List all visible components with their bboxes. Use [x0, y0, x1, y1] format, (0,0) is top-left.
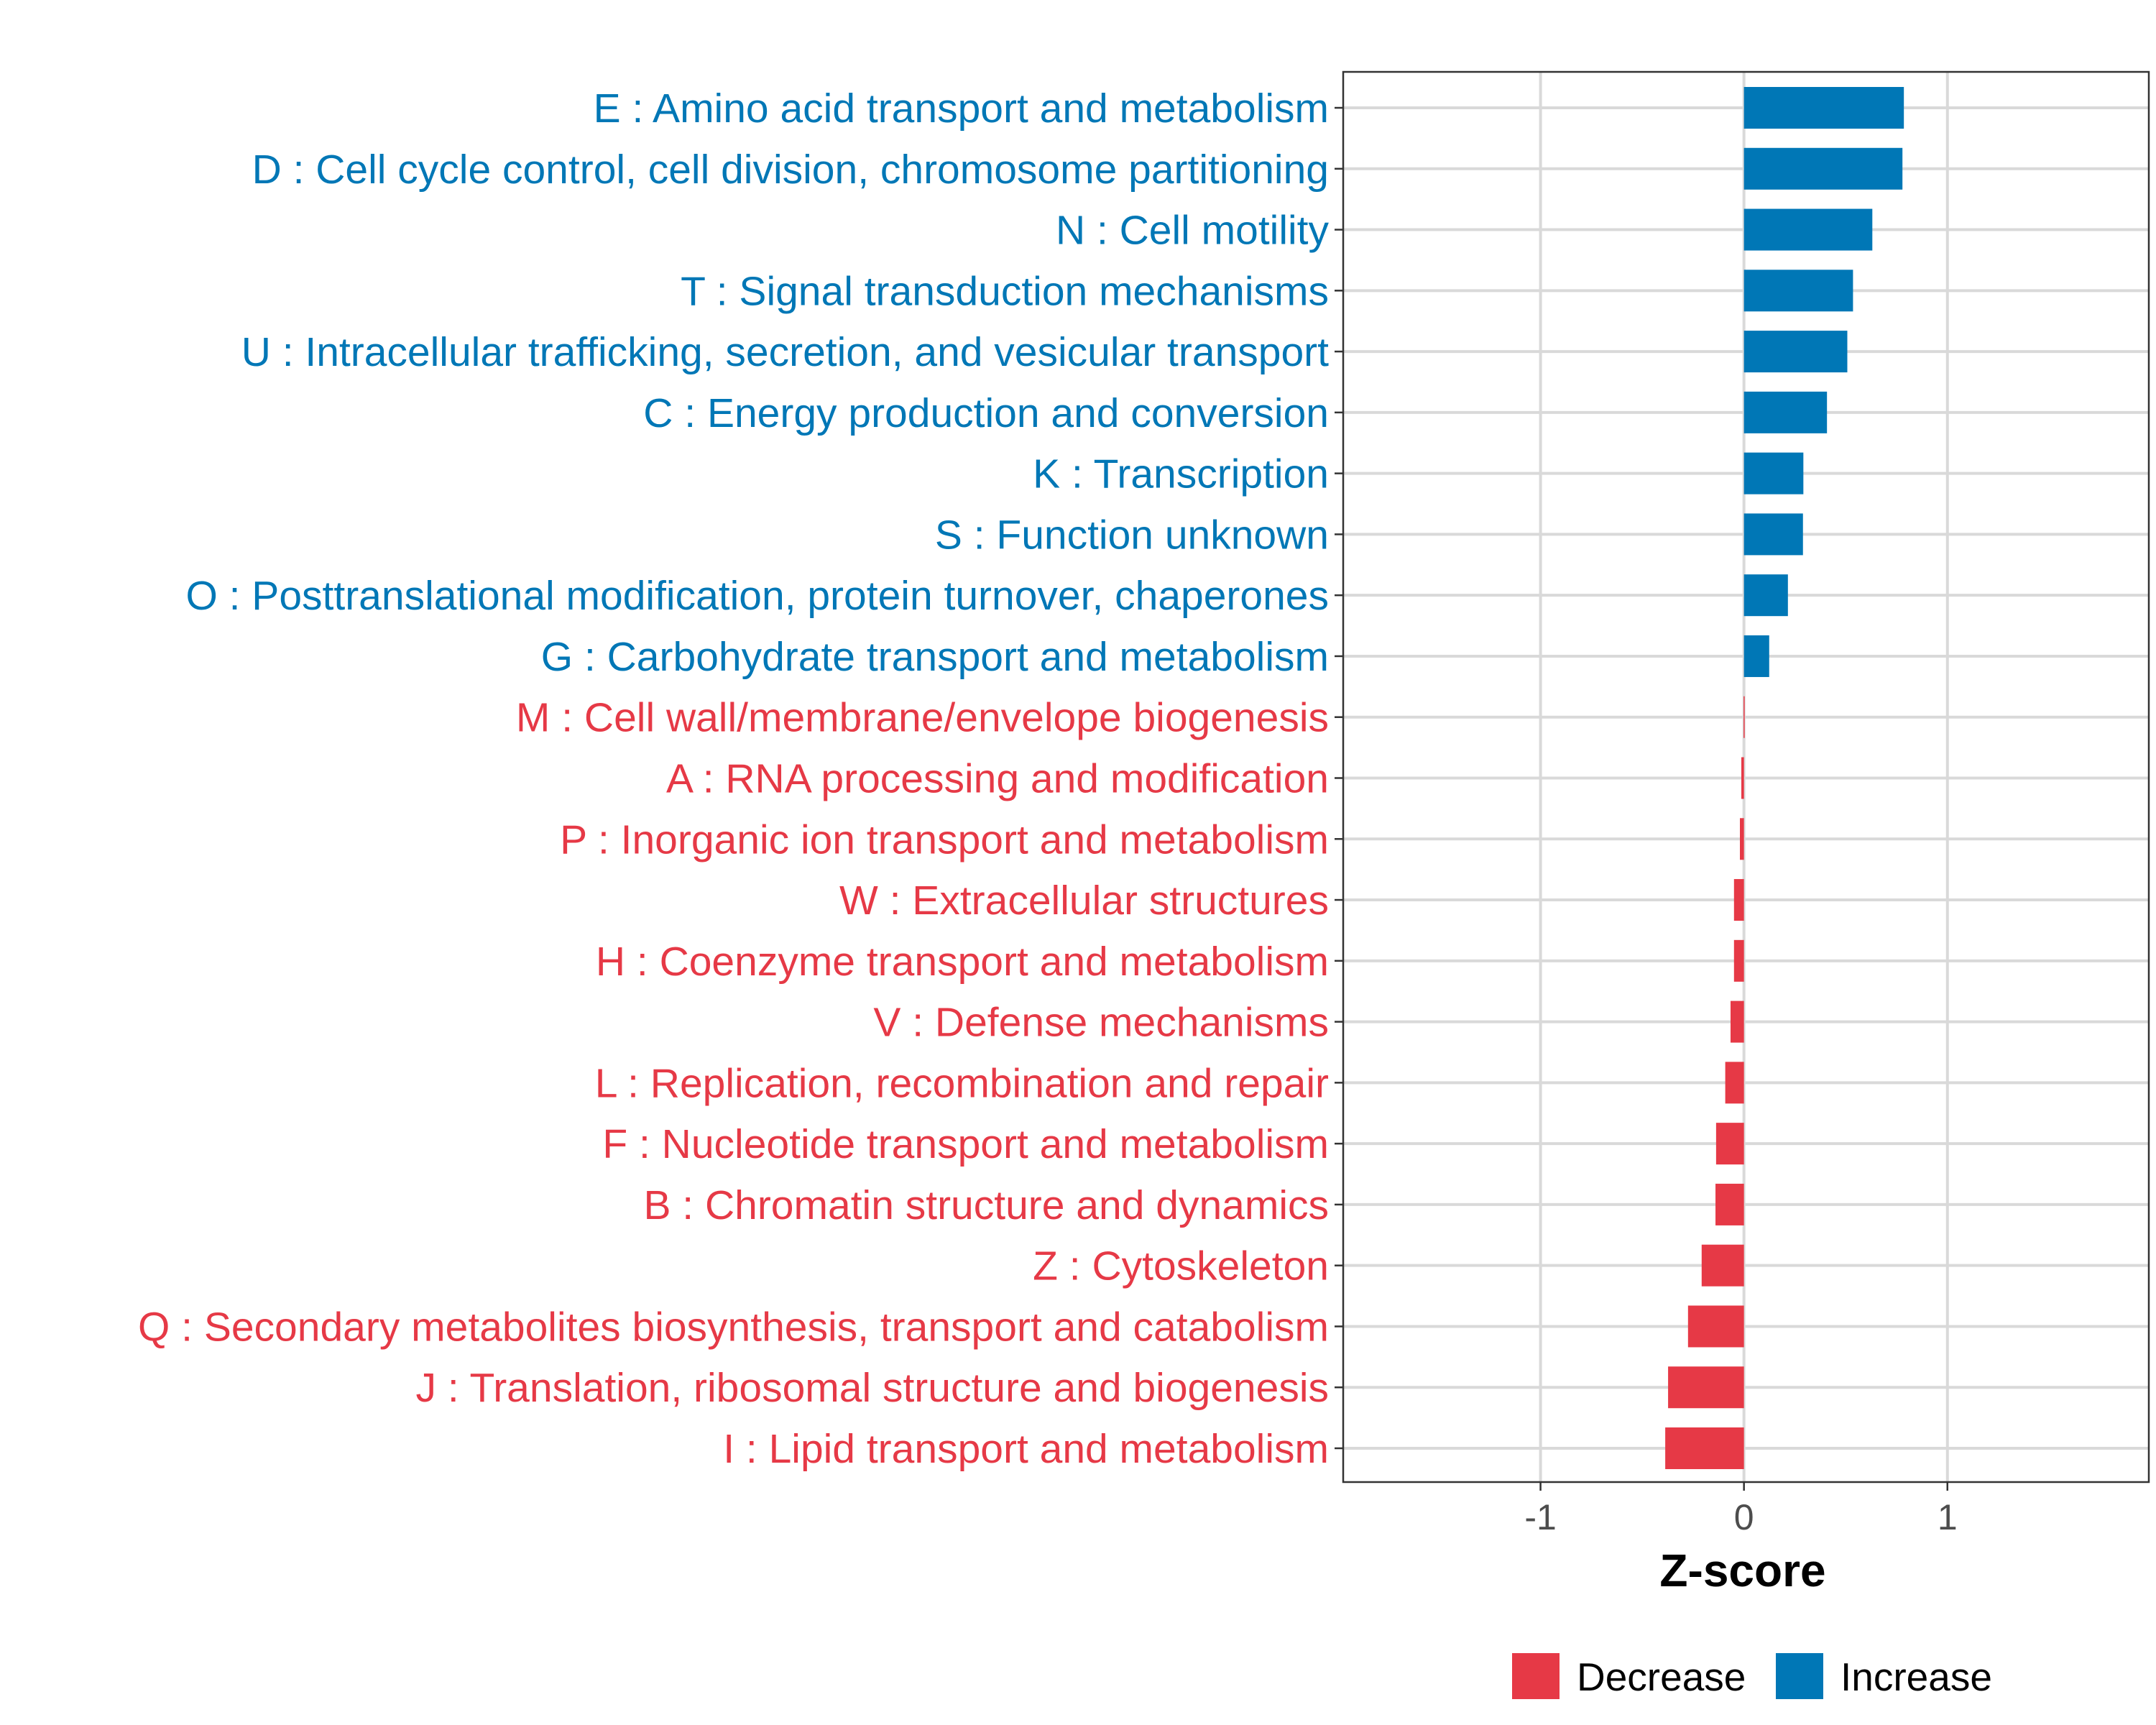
bar — [1743, 696, 1745, 738]
y-tick-label: G : Carbohydrate transport and metabolis… — [541, 634, 1329, 680]
y-tick-label: V : Defense mechanisms — [873, 1000, 1329, 1046]
bar — [1665, 1427, 1744, 1469]
y-tick-label: I : Lipid transport and metabolism — [723, 1426, 1329, 1472]
y-axis-labels: E : Amino acid transport and metabolism D… — [138, 86, 1343, 1472]
legend-key-decrease — [1512, 1653, 1560, 1699]
bar — [1715, 1183, 1744, 1225]
bar — [1743, 147, 1903, 190]
legend-key-increase — [1776, 1653, 1823, 1699]
y-tick-label: S : Function unknown — [935, 512, 1329, 558]
y-tick-label: U : Intracellular trafficking, secretion… — [241, 329, 1329, 375]
bar — [1743, 635, 1769, 677]
bar — [1725, 1062, 1744, 1104]
bar — [1743, 513, 1803, 556]
y-tick-label: E : Amino acid transport and metabolism — [594, 86, 1329, 132]
bar — [1743, 391, 1828, 433]
bar — [1687, 1305, 1744, 1348]
bar — [1740, 818, 1744, 860]
y-tick-label: Z : Cytoskeleton — [1033, 1243, 1329, 1289]
y-tick-label: M : Cell wall/membrane/envelope biogenes… — [516, 695, 1329, 741]
bar — [1743, 270, 1853, 312]
y-tick-label: P : Inorganic ion transport and metaboli… — [560, 816, 1329, 862]
y-tick-label: L : Replication, recombination and repai… — [595, 1060, 1329, 1106]
legend-label-decrease: Decrease — [1577, 1655, 1746, 1699]
y-tick-label: Q : Secondary metabolites biosynthesis, … — [138, 1304, 1329, 1350]
bar — [1743, 452, 1804, 494]
legend-label-increase: Increase — [1841, 1655, 1992, 1699]
y-tick-label: D : Cell cycle control, cell division, c… — [252, 147, 1329, 193]
x-tick-label: 1 — [1938, 1497, 1958, 1537]
y-tick-label: A : RNA processing and modification — [666, 756, 1329, 802]
bar — [1743, 87, 1904, 129]
bar — [1668, 1366, 1744, 1409]
y-tick-label: H : Coenzyme transport and metabolism — [596, 939, 1329, 985]
bar — [1733, 879, 1744, 921]
panel-border — [1342, 70, 2150, 1484]
y-tick-label: K : Transcription — [1033, 451, 1329, 497]
bar — [1743, 208, 1873, 251]
y-tick-label: T : Signal transduction mechanisms — [681, 268, 1329, 314]
x-tick-label: -1 — [1524, 1497, 1556, 1537]
y-tick-label: N : Cell motility — [1056, 208, 1330, 254]
bar — [1701, 1244, 1744, 1287]
legend: Decrease Increase — [1512, 1653, 1992, 1699]
y-tick-label: O : Posttranslational modification, prot… — [185, 573, 1329, 619]
bar — [1715, 1123, 1744, 1165]
bar — [1733, 939, 1744, 982]
y-tick-label: W : Extracellular structures — [839, 878, 1329, 924]
bars — [1665, 87, 1904, 1469]
y-tick-label: C : Energy production and conversion — [643, 390, 1329, 436]
bar — [1741, 757, 1744, 799]
x-tick-label: 0 — [1734, 1497, 1754, 1537]
bar — [1743, 574, 1788, 617]
x-axis-ticks: -1 0 1 — [1524, 1482, 1958, 1537]
x-axis-title: Z-score — [1659, 1545, 1825, 1596]
bar — [1743, 331, 1848, 373]
y-tick-label: J : Translation, ribosomal structure and… — [416, 1365, 1329, 1411]
y-tick-label: B : Chromatin structure and dynamics — [643, 1182, 1329, 1228]
bar — [1730, 1000, 1744, 1043]
y-tick-label: F : Nucleotide transport and metabolism — [602, 1121, 1329, 1167]
